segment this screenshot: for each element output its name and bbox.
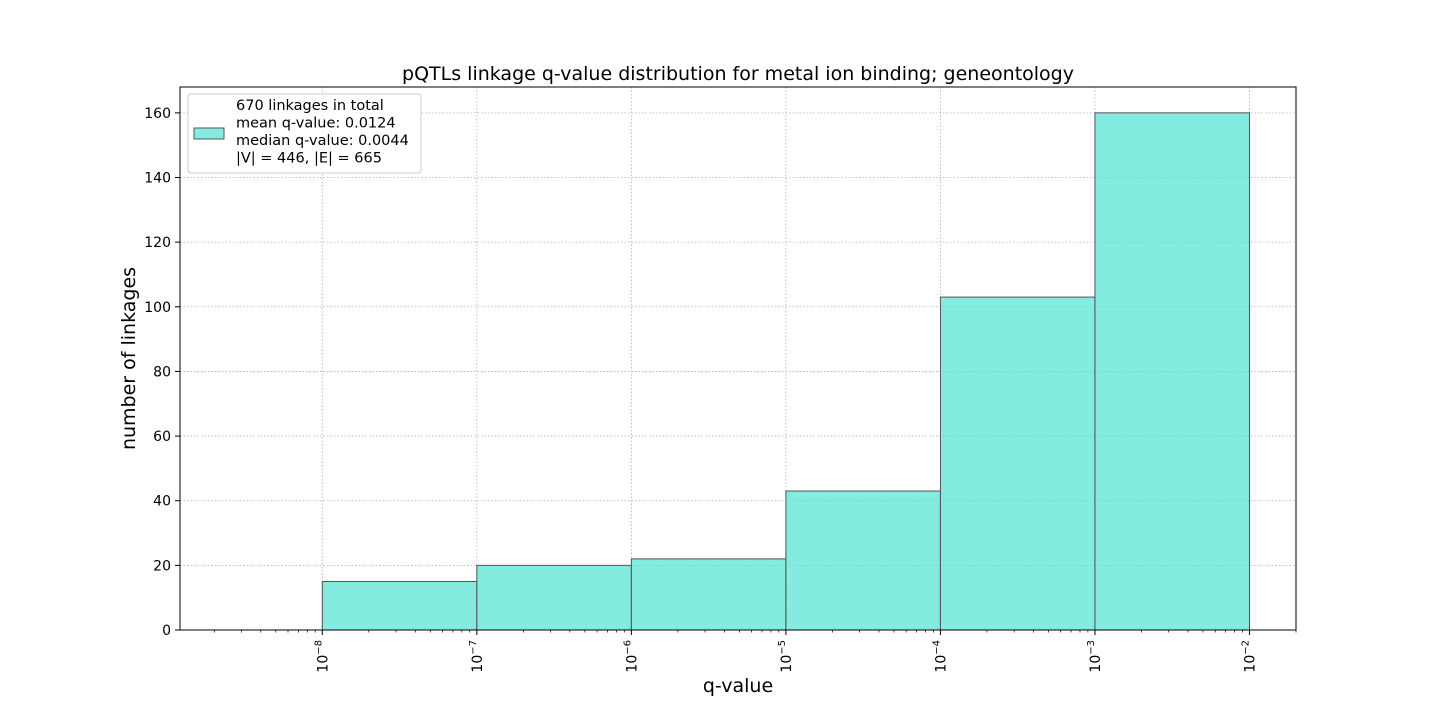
y-tick-label: 140 bbox=[144, 171, 171, 187]
legend-line-4: |V| = 446, |E| = 665 bbox=[236, 151, 382, 167]
y-tick-label: 0 bbox=[162, 623, 171, 639]
x-tick-label: 10−7 bbox=[468, 640, 486, 673]
y-tick-label: 20 bbox=[153, 558, 171, 574]
y-tick-label: 100 bbox=[144, 300, 171, 316]
histogram-bar bbox=[476, 564, 632, 631]
histogram-bar bbox=[939, 296, 1096, 631]
legend-line-1: 670 linkages in total bbox=[236, 98, 384, 114]
legend-box bbox=[187, 93, 422, 174]
plot-frame bbox=[179, 86, 1297, 631]
histogram-bar bbox=[785, 490, 941, 631]
chart-title: pQTLs linkage q-value distribution for m… bbox=[402, 63, 1074, 85]
x-axis: 10−8 10−7 10−6 10−5 10−4 10−3 10−2 bbox=[213, 630, 1297, 673]
y-axis: 0 20 40 60 80 100 120 140 160 bbox=[144, 106, 180, 639]
x-tick-label: 10−8 bbox=[313, 640, 331, 673]
histogram-bar bbox=[1094, 112, 1250, 631]
histogram-bar bbox=[630, 558, 787, 631]
x-tick-label: 10−6 bbox=[622, 640, 640, 673]
bar-layer bbox=[321, 112, 1250, 631]
legend-swatch bbox=[193, 127, 225, 140]
y-tick-label: 60 bbox=[153, 429, 171, 445]
y-tick-label: 160 bbox=[144, 106, 171, 122]
legend-line-3: median q-value: 0.0044 bbox=[236, 133, 409, 149]
legend-line-2: mean q-value: 0.0124 bbox=[236, 116, 396, 132]
y-tick-label: 80 bbox=[153, 364, 171, 380]
x-tick-label: 10−5 bbox=[777, 640, 795, 673]
y-axis-label: number of linkages bbox=[118, 267, 140, 450]
x-axis-label: q-value bbox=[703, 675, 773, 697]
x-tick-label: 10−2 bbox=[1240, 640, 1258, 673]
y-tick-label: 40 bbox=[153, 494, 171, 510]
legend: 670 linkages in total mean q-value: 0.01… bbox=[187, 93, 422, 174]
x-tick-label: 10−4 bbox=[931, 640, 949, 673]
x-tick-label: 10−3 bbox=[1086, 640, 1104, 673]
histogram-bar bbox=[321, 581, 478, 631]
y-tick-label: 120 bbox=[144, 235, 171, 251]
